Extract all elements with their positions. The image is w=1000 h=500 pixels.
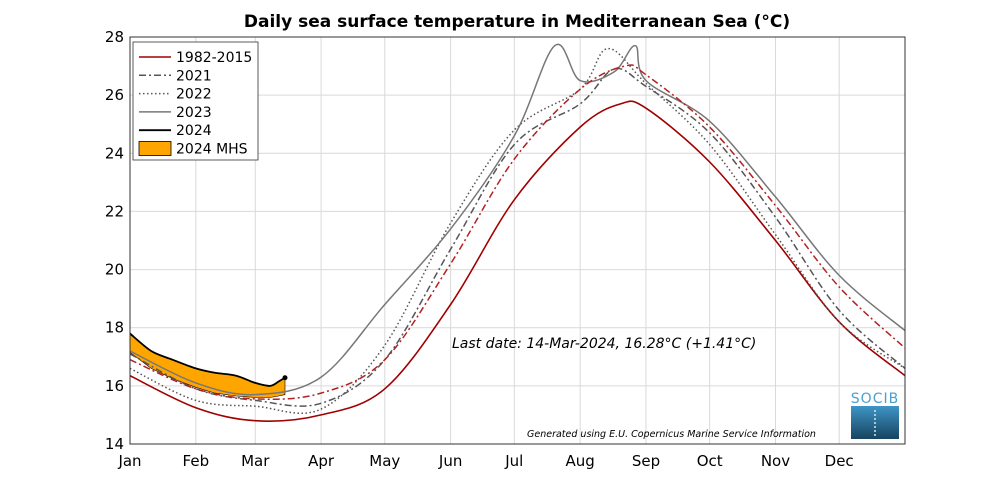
series-line-1 [129,67,906,407]
socib-logo: SOCIB [851,391,899,439]
x-tick-label: Aug [565,452,594,470]
last-point-marker [282,375,288,381]
legend-swatch [138,141,172,156]
series-line-4 [129,332,286,387]
legend-box [132,41,259,161]
legend-label: 2021 [176,68,212,84]
legend-label: 2022 [176,87,212,103]
series-line-3 [129,43,906,396]
x-tick-label: Jan [117,452,141,470]
x-tick-label: Feb [183,452,210,470]
x-tick-label: Oct [697,452,723,470]
y-tick-label: 24 [105,144,124,162]
x-tick-label: Jun [438,452,462,470]
x-tick-label: Nov [761,452,790,470]
socib-logo-text: SOCIB [851,391,899,407]
y-tick-label: 20 [105,261,124,279]
y-tick-label: 16 [105,377,124,395]
legend-label: 2024 MHS [176,142,248,158]
y-tick-label: 26 [105,86,124,104]
y-tick-label: 28 [105,28,124,46]
x-axis-ticks: Jan Feb Mar Apr May Jun Jul Aug Sep Oct Nov Dec [117,452,853,470]
series-layer [129,43,906,422]
y-tick-label: 22 [105,202,124,220]
x-tick-label: Sep [632,452,660,470]
last-date-annotation: Last date: 14-Mar-2024, 16.28°C (+1.41°C… [452,336,756,352]
series-line-5 [129,64,906,401]
x-tick-label: May [369,452,400,470]
plot-frame [129,36,906,445]
copernicus-credit: Generated using E.U. Copernicus Marine S… [527,429,816,440]
legend-label: 2024 [176,123,212,139]
x-tick-label: Mar [241,452,270,470]
legend: 1982-2015 2021 2022 2023 2024 2024 MHS [132,41,259,161]
y-tick-label: 18 [105,319,124,337]
x-tick-label: Apr [308,452,335,470]
y-axis-ticks: 14 16 18 20 22 24 26 28 [105,28,124,453]
legend-label: 2023 [176,105,212,121]
series-line-2 [129,47,906,414]
series-line-0 [129,100,906,422]
legend-label: 1982-2015 [176,50,252,66]
chart-title: Daily sea surface temperature in Mediter… [244,12,790,32]
x-tick-label: Dec [825,452,854,470]
x-tick-label: Jul [504,452,523,470]
y-tick-label: 14 [105,435,124,453]
